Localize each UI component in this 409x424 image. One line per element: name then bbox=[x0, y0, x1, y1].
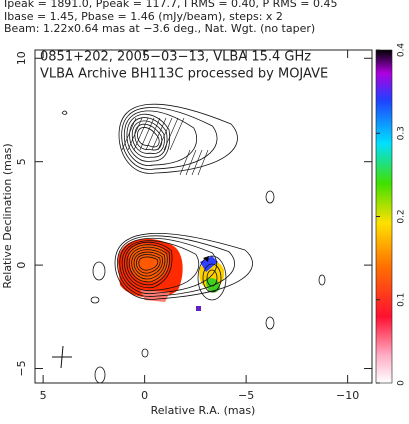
contour bbox=[141, 348, 149, 358]
pol-color bbox=[196, 306, 201, 311]
hatch bbox=[157, 117, 173, 151]
x-tick-label: −5 bbox=[238, 389, 254, 402]
contour bbox=[128, 246, 168, 283]
contours bbox=[61, 103, 326, 383]
contour bbox=[129, 117, 168, 158]
contour bbox=[265, 190, 275, 204]
colorbar-tick-label: 0.2 bbox=[397, 209, 407, 223]
contour bbox=[136, 254, 161, 274]
colorbar-tick-label: 0.4 bbox=[397, 43, 407, 58]
hatch bbox=[185, 149, 197, 176]
contour bbox=[124, 241, 173, 289]
hatch bbox=[133, 117, 149, 151]
chart-subtitle: VLBA Archive BH113C processed by MOJAVE bbox=[40, 67, 328, 82]
x-tick-label: 5 bbox=[40, 389, 47, 402]
contour bbox=[138, 256, 159, 271]
x-tick-label: 0 bbox=[141, 389, 148, 402]
contour bbox=[90, 296, 100, 304]
contour bbox=[121, 240, 200, 292]
hatch bbox=[179, 149, 191, 176]
hatch bbox=[169, 117, 185, 151]
hatch bbox=[127, 117, 143, 151]
plot-frame bbox=[34, 49, 373, 384]
contour bbox=[126, 244, 170, 286]
contour bbox=[265, 316, 275, 330]
y-tick-label: 0 bbox=[15, 262, 28, 269]
x-tick-label: −10 bbox=[336, 389, 359, 402]
y-axis-label: Relative Declination (mas) bbox=[1, 143, 14, 288]
contour bbox=[61, 110, 68, 115]
plot-area bbox=[52, 103, 326, 383]
contour bbox=[318, 274, 326, 286]
y-tick-label: 10 bbox=[15, 51, 28, 65]
contour bbox=[134, 123, 163, 151]
beam bbox=[60, 345, 64, 369]
hatch bbox=[121, 117, 137, 151]
y-tick-label: −5 bbox=[15, 360, 28, 376]
contour bbox=[116, 235, 235, 297]
contour bbox=[206, 269, 218, 287]
x-axis-label: Relative R.A. (mas) bbox=[151, 404, 256, 417]
y-tick-label: 5 bbox=[15, 158, 28, 165]
hatch bbox=[197, 149, 209, 176]
contour bbox=[118, 103, 238, 174]
hatch bbox=[163, 117, 179, 151]
contour bbox=[119, 237, 217, 294]
colorbar-tick-label: 0.1 bbox=[397, 293, 407, 307]
contour bbox=[137, 127, 160, 148]
contour bbox=[114, 232, 253, 300]
hatch bbox=[191, 149, 203, 176]
contour bbox=[121, 107, 218, 170]
chart-title: 0851+202, 2005−03−13, VLBA 15.4 GHz bbox=[40, 50, 311, 65]
contour bbox=[94, 366, 106, 383]
hatch bbox=[145, 117, 161, 151]
contour bbox=[133, 251, 163, 277]
pol-color bbox=[200, 256, 218, 272]
colorbar-tick-label: 0.3 bbox=[397, 126, 407, 140]
contour bbox=[92, 261, 106, 281]
hatch bbox=[139, 117, 155, 151]
header-line: Beam: 1.22x0.64 mas at −3.6 deg., Nat. W… bbox=[4, 22, 315, 35]
contour bbox=[197, 255, 227, 301]
contour bbox=[131, 249, 166, 280]
header-line: Ipeak = 1891.0, Ppeak = 117.7, I RMS = 0… bbox=[4, 0, 338, 10]
hatch bbox=[151, 117, 167, 151]
contour bbox=[126, 113, 170, 162]
colorbar-tick-label: 0 bbox=[397, 380, 407, 386]
contour bbox=[123, 110, 198, 166]
header-line: Ibase = 1.45, Pbase = 1.46 (mJy/beam), s… bbox=[4, 10, 283, 23]
contour bbox=[131, 120, 165, 154]
contour bbox=[202, 263, 222, 293]
